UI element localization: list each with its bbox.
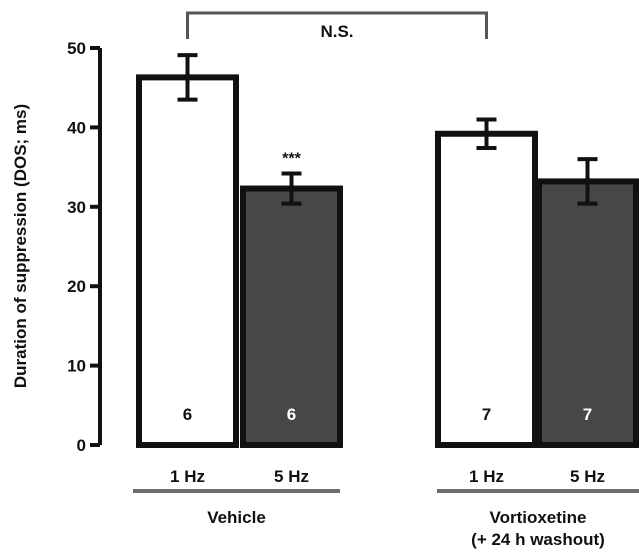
- y-tick-label: 10: [67, 357, 86, 376]
- x-category-label: 5 Hz: [274, 467, 309, 486]
- y-tick-label: 0: [77, 436, 86, 455]
- bar-n-label: 6: [287, 405, 296, 424]
- y-tick-label: 30: [67, 198, 86, 217]
- bar-n-label: 7: [482, 405, 491, 424]
- category-labels: 1 Hz 5 Hz 1 Hz 5 Hz Vehicle Vortioxetine (+ 24…: [133, 467, 639, 549]
- bar: [136, 74, 239, 449]
- significance-bracket: N.S.: [186, 11, 488, 41]
- bars: 6 6 *** 7 7: [136, 53, 639, 449]
- y-axis-label: Duration of suppression (DOS; ms): [11, 104, 30, 388]
- x-category-label: 1 Hz: [469, 467, 504, 486]
- group-label: Vehicle: [207, 508, 266, 527]
- error-bar: [476, 117, 497, 151]
- bracket-label: N.S.: [320, 22, 353, 41]
- error-bar: [577, 157, 598, 206]
- group-label-line: Vortioxetine: [490, 508, 587, 527]
- x-category-label: 5 Hz: [570, 467, 605, 486]
- y-tick-label: 40: [67, 118, 86, 137]
- error-bar: [281, 171, 302, 206]
- y-axis: 0 10 20 30 40 50: [67, 39, 102, 455]
- bracket-line: [186, 11, 488, 39]
- bar-n-label: 7: [583, 405, 592, 424]
- x-category-label: 1 Hz: [170, 467, 205, 486]
- group-label-line: (+ 24 h washout): [471, 530, 605, 549]
- bar: [435, 130, 538, 448]
- y-tick-label: 20: [67, 277, 86, 296]
- bar-n-label: 6: [183, 405, 192, 424]
- y-tick-label: 50: [67, 39, 86, 58]
- significance-stars: ***: [282, 150, 301, 167]
- error-bar: [177, 53, 198, 102]
